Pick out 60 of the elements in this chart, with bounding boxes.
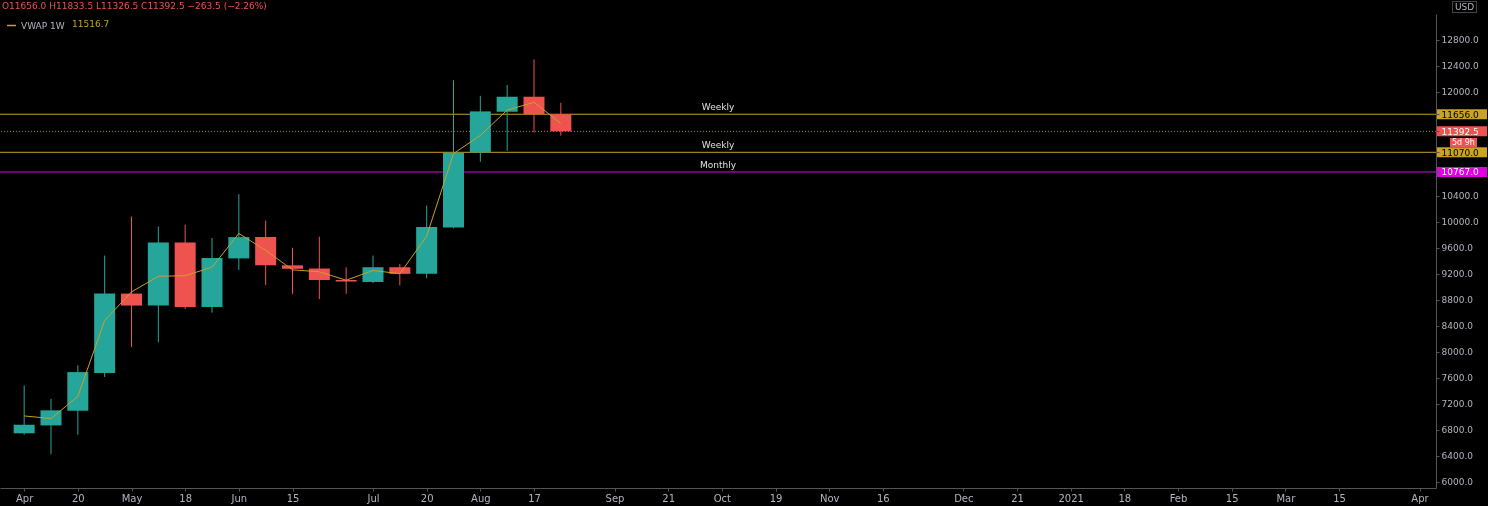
y-tick-label: 10400.0 bbox=[1441, 191, 1479, 202]
x-tick-label: 15 bbox=[286, 492, 300, 504]
x-tick-label: Oct bbox=[713, 492, 732, 504]
y-tick-label: 12400.0 bbox=[1441, 61, 1479, 72]
y-axis-title: USD bbox=[1452, 1, 1478, 13]
candlestick bbox=[362, 255, 384, 284]
ref-line-label: Weekly bbox=[701, 102, 735, 113]
y-tick-label: 12800.0 bbox=[1441, 35, 1479, 46]
x-tick-label: Jun bbox=[230, 492, 248, 504]
y-tick-label: 8000.0 bbox=[1441, 347, 1474, 358]
x-tick-label: Apr bbox=[1411, 492, 1430, 504]
x-tick-label: May bbox=[121, 492, 143, 504]
x-tick-label: 19 bbox=[769, 492, 783, 504]
legend-label: VWAP 1W bbox=[21, 20, 65, 31]
y-tick-label: 7600.0 bbox=[1441, 373, 1474, 384]
x-tick-label: 21 bbox=[662, 492, 676, 504]
y-tick-label: 11392.5 bbox=[1441, 126, 1479, 137]
y-tick-label: 6400.0 bbox=[1441, 451, 1474, 462]
y-tick-label: 7200.0 bbox=[1441, 399, 1474, 410]
x-tick-label: 20 bbox=[420, 492, 434, 504]
x-tick-label: 15 bbox=[1225, 492, 1239, 504]
x-tick-label: 16 bbox=[876, 492, 890, 504]
x-tick-label: Nov bbox=[819, 492, 840, 504]
text: 5d 9h bbox=[1450, 137, 1477, 147]
x-tick-label: Feb bbox=[1169, 492, 1188, 504]
x-tick-label: Mar bbox=[1276, 492, 1297, 504]
y-tick-label: 6800.0 bbox=[1441, 425, 1474, 436]
x-tick-label: 2021 bbox=[1058, 492, 1084, 504]
x-tick-label: 18 bbox=[1118, 492, 1132, 504]
y-tick-label: 10767.0 bbox=[1441, 167, 1479, 178]
annotation: 11516.7 bbox=[72, 19, 110, 29]
candlestick bbox=[335, 266, 357, 295]
y-tick-label: 8400.0 bbox=[1441, 321, 1474, 332]
candlestick bbox=[13, 384, 35, 436]
y-tick-label: 10000.0 bbox=[1441, 217, 1479, 228]
y-tick-label: 8800.0 bbox=[1441, 295, 1474, 306]
y-tick-label: 6000.0 bbox=[1441, 477, 1474, 488]
text: O11656.0 H11833.5 L11326.5 C11392.5 −263.5 (−2.26%) bbox=[2, 1, 267, 11]
x-tick-label: Aug bbox=[471, 492, 491, 504]
x-tick-label: Dec bbox=[954, 492, 974, 504]
y-tick-label: 11656.0 bbox=[1441, 109, 1479, 120]
x-tick-label: 21 bbox=[1011, 492, 1024, 504]
candlestick bbox=[282, 247, 303, 295]
x-tick-label: Sep bbox=[605, 492, 625, 504]
ref-line-label: Monthly bbox=[699, 159, 737, 170]
candlestick bbox=[121, 216, 142, 348]
y-tick-label: 12000.0 bbox=[1441, 87, 1479, 98]
candlestick bbox=[228, 193, 250, 271]
x-tick-label: 15 bbox=[1333, 492, 1346, 504]
ref-line-label: Weekly bbox=[701, 140, 735, 151]
y-tick-label: 11070.0 bbox=[1441, 147, 1479, 158]
x-tick-label: Apr bbox=[16, 492, 35, 504]
x-tick-label: 18 bbox=[179, 492, 193, 504]
y-tick-label: 9600.0 bbox=[1441, 243, 1474, 254]
x-tick-label: 17 bbox=[528, 492, 541, 504]
y-tick-label: 9200.0 bbox=[1441, 269, 1474, 280]
x-tick-label: Jul bbox=[366, 492, 380, 504]
candlestick bbox=[496, 84, 518, 152]
x-tick-label: 20 bbox=[71, 492, 85, 504]
candlestick bbox=[40, 398, 62, 455]
